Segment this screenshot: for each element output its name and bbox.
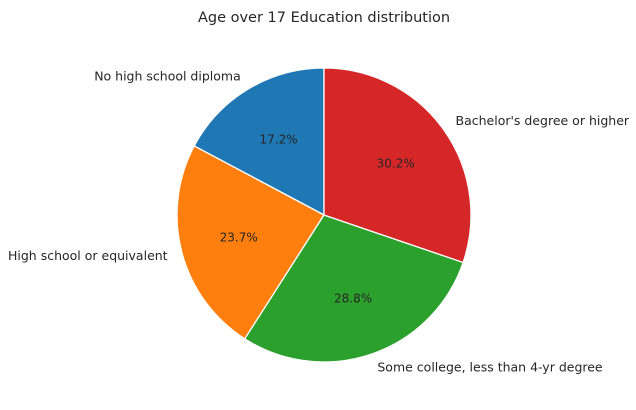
slice-category-label: No high school diploma (94, 68, 241, 83)
pie-slice (243, 214, 464, 363)
slice-percentage-label: 28.8% (334, 291, 372, 305)
slice-percentage-label: 17.2% (260, 132, 298, 146)
category-labels: No high school diploma High school or equ… (8, 68, 630, 374)
chart-title: Age over 17 Education distribution (198, 10, 450, 26)
pie-slice (323, 67, 472, 264)
slice-percentage-label: 30.2% (377, 157, 415, 171)
pie-slice (176, 145, 325, 340)
pie-slice (193, 67, 325, 217)
percentage-labels: 17.2% 23.7% 28.8% 30.2% (220, 132, 415, 305)
slice-category-label: High school or equivalent (8, 248, 168, 263)
slice-category-label: Some college, less than 4-yr degree (377, 360, 603, 375)
slice-category-label: Bachelor's degree or higher (456, 113, 630, 128)
slice-percentage-label: 23.7% (220, 230, 258, 244)
pie-slices (176, 67, 472, 363)
